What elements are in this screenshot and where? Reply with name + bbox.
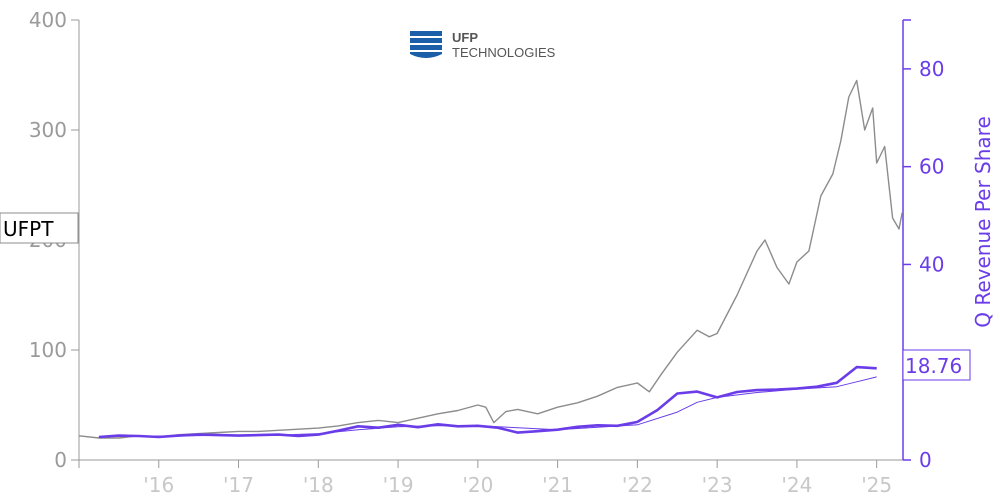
price-line bbox=[78, 79, 903, 439]
right-tick-label: 0 bbox=[919, 448, 932, 472]
x-tick-label: '22 bbox=[622, 473, 653, 497]
right-tick-label: 60 bbox=[919, 155, 944, 179]
x-tick-label: '24 bbox=[781, 473, 812, 497]
revenue-trend-line bbox=[98, 376, 877, 437]
x-tick-label: '21 bbox=[542, 473, 573, 497]
x-tick-label: '23 bbox=[702, 473, 733, 497]
x-tick-label: '16 bbox=[143, 473, 174, 497]
x-tick-label: '19 bbox=[383, 473, 414, 497]
right-tick-label: 80 bbox=[919, 57, 944, 81]
series-layer bbox=[78, 79, 903, 439]
right-axis-label: Q Revenue Per Share bbox=[971, 116, 995, 328]
left-tick-label: 300 bbox=[29, 118, 67, 142]
x-tick-label: '17 bbox=[223, 473, 254, 497]
ufp-logo: UFP TECHNOLOGIES bbox=[410, 30, 556, 60]
x-tick-label: '20 bbox=[462, 473, 493, 497]
left-tick-label: 400 bbox=[29, 8, 67, 32]
logo-name: UFP bbox=[452, 30, 478, 45]
x-tick-label: '18 bbox=[303, 473, 334, 497]
x-axis-ticks: '16 '17 '18 '19 '20 '21 '22 '23 '24 '25 bbox=[78, 460, 892, 497]
logo-subtitle: TECHNOLOGIES bbox=[452, 45, 556, 60]
left-tick-label: 0 bbox=[54, 448, 67, 472]
x-tick-label: '25 bbox=[861, 473, 892, 497]
last-value-label: 18.76 bbox=[905, 354, 962, 378]
left-tick-label: 100 bbox=[29, 338, 67, 362]
right-tick-label: 40 bbox=[919, 252, 944, 276]
right-axis-ticks: 020406080 bbox=[903, 19, 944, 472]
ticker-label: UFPT bbox=[3, 217, 54, 241]
ticker-label-box: UFPT bbox=[0, 212, 79, 244]
last-value-box: 18.76 bbox=[902, 349, 971, 381]
ufp-logo-mark bbox=[410, 31, 442, 58]
